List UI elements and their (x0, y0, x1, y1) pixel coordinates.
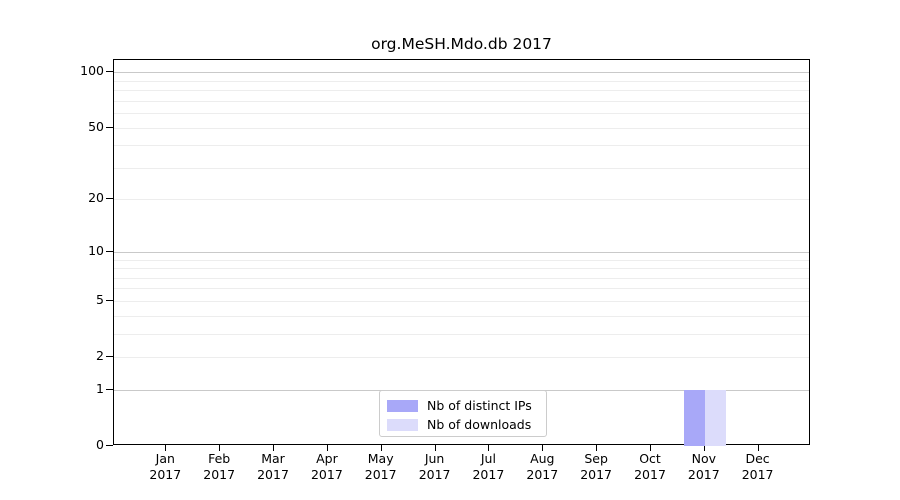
x-tick-label-year-8: 2017 (580, 467, 612, 482)
x-tick-label-month-3: Apr (316, 451, 338, 466)
x-tick-label-6: Jul 2017 (460, 451, 516, 483)
x-tick-label-7: Aug 2017 (514, 451, 570, 483)
x-tick-label-year-2: 2017 (257, 467, 289, 482)
x-tick-mark-5 (434, 445, 436, 451)
x-tick-label-month-4: May (367, 451, 394, 466)
x-tick-label-year-1: 2017 (203, 467, 236, 482)
legend-label-distinct-ips: Nb of distinct IPs (427, 398, 532, 413)
gridline-y-90 (114, 80, 809, 82)
x-tick-label-5: Jun 2017 (407, 451, 463, 483)
x-tick-label-11: Dec 2017 (730, 451, 786, 483)
y-tick-label-2: 2 (96, 348, 104, 363)
gridline-y-6 (114, 288, 809, 290)
y-tick-label-10: 10 (88, 242, 104, 258)
legend-label-downloads: Nb of downloads (427, 417, 532, 432)
x-tick-label-10: Nov 2017 (676, 451, 732, 483)
x-tick-mark-3 (326, 445, 328, 451)
x-tick-mark-10 (703, 445, 705, 451)
x-tick-label-year-9: 2017 (634, 467, 666, 482)
x-tick-mark-7 (542, 445, 544, 451)
x-tick-mark-9 (650, 445, 651, 451)
y-tick-label-0: 0 (96, 437, 104, 452)
x-tick-mark-1 (219, 445, 221, 451)
chart-title: org.MeSH.Mdo.db 2017 (371, 35, 552, 53)
legend-swatch-distinct-ips (387, 399, 418, 412)
x-tick-label-year-5: 2017 (418, 467, 451, 482)
gridline-y-10 (114, 251, 809, 253)
x-tick-label-year-0: 2017 (149, 467, 182, 482)
y-tick-label-5: 5 (96, 291, 104, 307)
plot-area: Nb of distinct IPs Nb of downloads (113, 59, 810, 446)
x-tick-mark-6 (488, 445, 490, 451)
x-tick-mark-8 (596, 445, 598, 451)
x-tick-label-8: Sep 2017 (568, 451, 624, 483)
gridline-y-4 (114, 315, 809, 317)
bar-nb-of-distinct-ips-nov-2017 (683, 389, 705, 446)
x-tick-label-2: Mar 2017 (245, 451, 301, 483)
gridline-y-3 (114, 333, 809, 335)
x-tick-label-year-7: 2017 (526, 467, 559, 482)
gridline-y-60 (114, 113, 809, 114)
gridline-y-40 (114, 145, 809, 147)
x-tick-label-3: Apr 2017 (299, 451, 355, 483)
x-tick-label-month-0: Jan (155, 451, 175, 466)
x-tick-label-month-2: Mar (261, 451, 285, 466)
y-tick-mark-20 (106, 198, 113, 200)
x-tick-mark-4 (380, 445, 382, 451)
bar-nb-of-downloads-nov-2017 (704, 389, 726, 446)
y-tick-mark-10 (106, 250, 113, 252)
y-tick-label-100: 100 (80, 63, 104, 79)
x-tick-label-month-1: Feb (208, 451, 231, 466)
x-tick-label-month-7: Aug (530, 451, 555, 466)
gridline-y-80 (114, 90, 809, 91)
y-tick-mark-100 (106, 71, 113, 73)
y-tick-label-20: 20 (88, 190, 104, 206)
gridline-y-100 (114, 72, 809, 74)
y-tick-mark-50 (106, 126, 113, 128)
x-tick-label-year-6: 2017 (472, 467, 505, 482)
x-tick-mark-11 (757, 445, 759, 451)
y-tick-mark-0 (106, 445, 113, 446)
gridline-y-5 (114, 300, 809, 302)
x-tick-label-month-5: Jun (424, 451, 445, 466)
y-tick-mark-5 (106, 299, 113, 301)
gridline-y-7 (114, 277, 809, 279)
x-tick-label-year-4: 2017 (364, 467, 397, 482)
x-tick-label-1: Feb 2017 (191, 451, 247, 483)
gridline-y-8 (114, 268, 809, 269)
x-tick-label-month-8: Sep (584, 451, 608, 466)
y-tick-label-1: 1 (96, 380, 104, 396)
gridline-y-20 (114, 199, 809, 201)
legend: Nb of distinct IPs Nb of downloads (379, 390, 547, 437)
legend-swatch-downloads (387, 418, 418, 431)
x-tick-mark-0 (165, 445, 167, 451)
gridline-y-9 (114, 259, 809, 261)
legend-item-downloads: Nb of downloads (387, 415, 546, 434)
x-tick-label-9: Oct 2017 (622, 451, 678, 483)
x-tick-label-0: Jan 2017 (137, 451, 193, 483)
gridline-y-2 (114, 357, 809, 358)
x-tick-label-year-10: 2017 (687, 467, 720, 482)
x-tick-label-month-10: Nov (691, 451, 716, 466)
gridline-y-30 (114, 167, 809, 169)
x-tick-label-month-9: Oct (639, 451, 661, 466)
y-tick-mark-2 (106, 356, 113, 357)
x-tick-label-year-11: 2017 (741, 467, 774, 482)
x-tick-label-month-6: Jul (480, 451, 496, 466)
x-tick-mark-2 (273, 445, 274, 451)
y-tick-mark-1 (106, 388, 113, 390)
x-tick-label-year-3: 2017 (310, 467, 343, 482)
x-tick-label-4: May 2017 (353, 451, 409, 483)
gridline-y-70 (114, 100, 809, 102)
legend-item-distinct-ips: Nb of distinct IPs (387, 396, 546, 415)
x-tick-label-month-11: Dec (745, 451, 770, 466)
gridline-y-50 (114, 127, 809, 129)
y-tick-label-50: 50 (88, 118, 104, 134)
